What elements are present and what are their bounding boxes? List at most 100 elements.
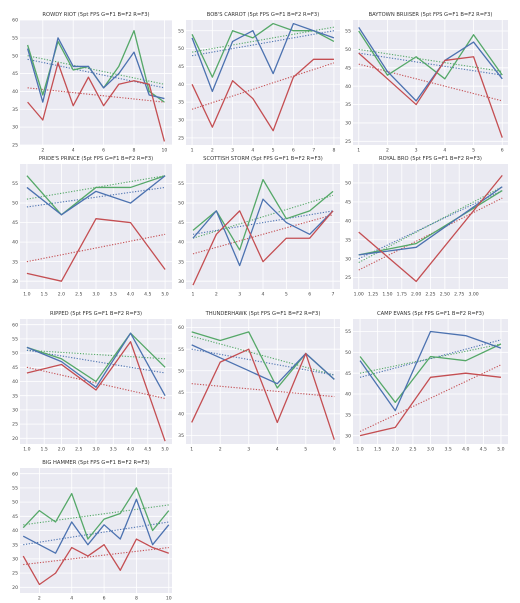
x-tick-label: 3.0 [92,447,99,453]
x-tick-label: 2.75 [454,292,464,298]
y-tick-label: 55 [12,485,18,491]
y-tick-label: 50 [12,201,18,207]
series-line-B [192,198,334,267]
y-tick-label: 50 [345,47,351,53]
chart-svg: THUNDERHAWK (5pt FPS G=F1 B=F2 R=F3)3540… [178,311,340,453]
x-tick-label: 7 [312,148,315,154]
x-tick-label: 2.0 [58,447,65,453]
y-tick-label: 45 [12,365,18,371]
x-tick-label: 5 [285,292,288,298]
y-tick-label: 35 [178,100,184,106]
y-tick-label: 30 [12,557,18,563]
y-tick-label: 25 [345,139,351,145]
trend-line-R [358,63,503,102]
x-tick-label: 4 [251,148,254,154]
y-tick-label: 55 [12,336,18,342]
series-line-G [22,487,170,540]
x-tick-label: 4.5 [144,292,151,298]
x-tick-label: 2.00 [411,292,421,298]
series-line-R [192,210,334,286]
y-tick-label: 55 [12,35,18,41]
y-tick-label: 30 [178,118,184,124]
y-tick-label: 45 [345,65,351,71]
x-tick-label: 2 [211,148,214,154]
x-tick-label: 5 [304,447,307,453]
x-tick-label: 4.0 [127,447,134,453]
trend-line-G [27,55,165,85]
y-tick-label: 55 [178,181,184,187]
series-line-G [358,30,503,80]
series-line-R [27,62,166,142]
trend-line-B [26,349,166,374]
y-tick-label: 35 [345,412,351,418]
y-tick-label: 30 [345,433,351,439]
y-tick-label: 40 [345,218,351,224]
x-tick-label: 7 [332,292,335,298]
y-tick-label: 45 [12,71,18,77]
x-tick-label: 2.5 [75,292,82,298]
y-tick-label: 45 [12,220,18,226]
chart-panel: ROWDY RIOT (5pt FPS G=F1 B=F2 R=F3) 25 30 3… [6,10,174,155]
x-tick-label: 2.0 [392,447,399,453]
y-tick-label: 35 [178,259,184,265]
y-tick-label: 40 [12,379,18,385]
y-tick-label: 35 [12,393,18,399]
chart-title: BIG HAMMER (5pt FPS G=F1 B=F2 R=F3) [42,460,149,466]
y-tick-label: 55 [345,329,351,335]
x-tick-label: 10 [166,596,172,602]
trend-line-G [358,48,503,73]
x-tick-label: 1.0 [356,447,363,453]
trend-line-R [23,546,169,566]
y-tick-label: 50 [345,181,351,187]
y-tick-label: 30 [345,121,351,127]
y-tick-label: 35 [345,102,351,108]
y-tick-label: 30 [178,279,184,285]
chart-panel: PRIDE'S PRINCE (5pt FPS G=F1 B=F2 R=F3) 3… [6,154,174,299]
y-tick-label: 50 [178,201,184,207]
x-tick-label: 1.0 [23,447,30,453]
y-tick-label: 40 [12,240,18,246]
x-tick-label: 3 [238,292,241,298]
x-tick-label: 2.50 [440,292,450,298]
y-tick-label: 45 [345,199,351,205]
y-tick-label: 50 [12,351,18,357]
x-tick-label: 10 [161,148,167,154]
x-tick-label: 6 [292,148,295,154]
x-tick-label: 5 [472,148,475,154]
series-line-B [22,498,170,554]
trend-line-G [358,186,503,263]
chart-svg: BOB'S CARROT (5pt FPS G=F1 B=F2 R=F3)253… [178,12,340,154]
y-tick-label: 30 [12,279,18,285]
y-tick-label: 40 [12,89,18,95]
chart-svg: ROYAL BRO (5pt FPS G=F1 B=F2 R=F3) 25 30 35… [345,156,508,298]
series-line-B [358,26,503,102]
y-tick-label: 25 [12,571,18,577]
x-tick-label: 3.00 [468,292,478,298]
x-tick-label: 5 [272,148,275,154]
x-tick-label: 2 [219,447,222,453]
y-tick-label: 20 [12,436,18,442]
chart-panel: BOB'S CARROT (5pt FPS G=F1 B=F2 R=F3) 25 3… [172,10,342,155]
y-tick-label: 50 [345,350,351,356]
x-tick-label: 3 [415,148,418,154]
series-line-G [359,343,502,403]
x-tick-label: 2 [215,292,218,298]
x-tick-label: 4 [276,447,279,453]
series-line-R [191,348,335,440]
y-tick-label: 25 [178,135,184,141]
x-tick-label: 2 [38,596,41,602]
y-tick-label: 60 [12,471,18,477]
y-tick-label: 50 [12,500,18,506]
x-tick-label: 3.5 [444,447,451,453]
x-tick-label: 3 [247,447,250,453]
x-tick-label: 1 [192,292,195,298]
x-tick-label: 5.0 [161,292,168,298]
y-tick-label: 25 [12,143,18,149]
x-tick-label: 6 [308,292,311,298]
series-line-G [26,332,166,383]
series-line-R [358,52,503,138]
y-tick-label: 35 [12,259,18,265]
trend-line-G [23,504,169,526]
trend-line-B [192,210,334,235]
